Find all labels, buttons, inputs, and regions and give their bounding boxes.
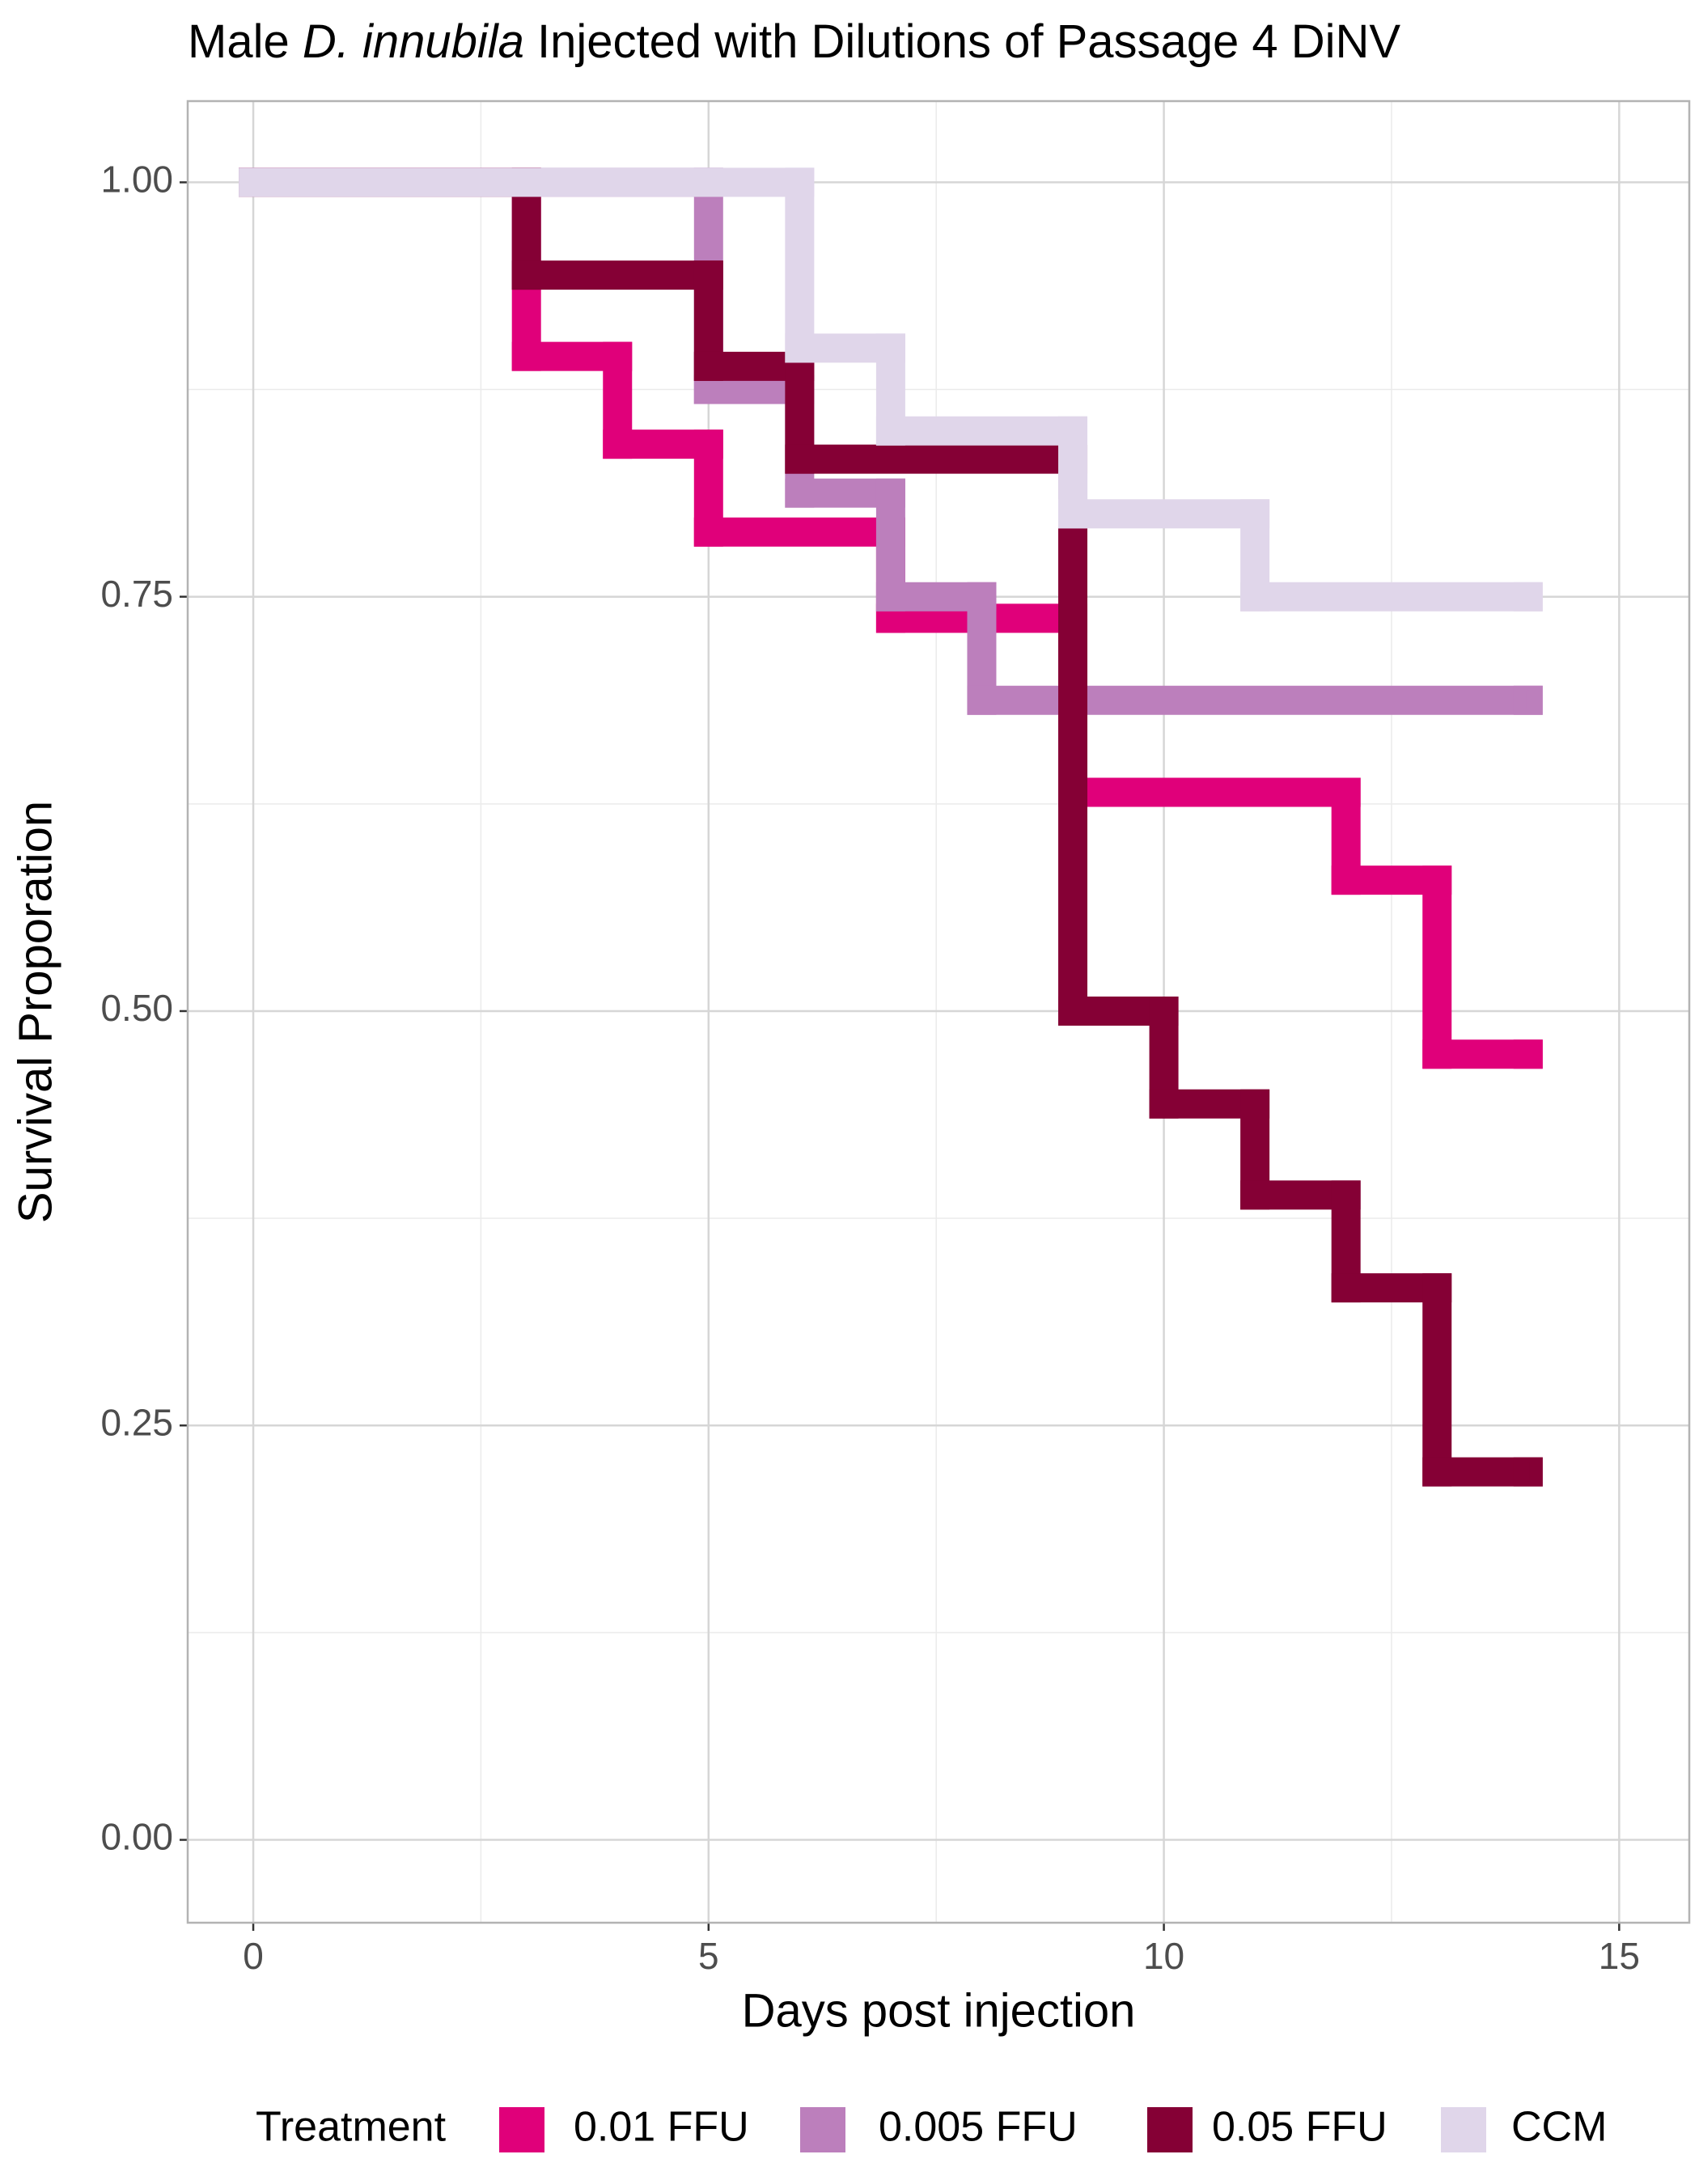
y-tick-label: 1.00 bbox=[100, 159, 173, 201]
legend-key bbox=[499, 2107, 544, 2152]
panel-border bbox=[186, 99, 1691, 1924]
legend-label: CCM bbox=[1511, 2104, 1607, 2151]
x-axis-title: Days post injection bbox=[742, 1984, 1136, 2037]
legend-label: 0.01 FFU bbox=[574, 2104, 749, 2151]
legend-label: 0.05 FFU bbox=[1212, 2104, 1388, 2151]
y-tick-label: 0.75 bbox=[100, 573, 173, 615]
legend-key bbox=[800, 2107, 845, 2152]
legend-key bbox=[1147, 2107, 1193, 2152]
y-tick-label: 0.25 bbox=[100, 1401, 173, 1443]
title-part: Injected with Dilutions of Passage 4 DiN… bbox=[537, 15, 1400, 68]
legend-label: 0.005 FFU bbox=[879, 2104, 1078, 2151]
title-part: D. innubila bbox=[303, 15, 524, 68]
legend-title: Treatment bbox=[256, 2104, 447, 2151]
x-tick-label: 10 bbox=[1143, 1935, 1184, 1977]
y-tick-label: 0.00 bbox=[100, 1816, 173, 1858]
chart-title: Male D. innubila Injected with Dilutions… bbox=[188, 15, 1400, 68]
legend-key bbox=[1441, 2107, 1486, 2152]
x-tick-label: 5 bbox=[698, 1935, 719, 1977]
y-axis-title: Survival Proporation bbox=[9, 801, 61, 1223]
title-part: Male bbox=[188, 15, 290, 68]
y-tick-label: 0.50 bbox=[100, 987, 173, 1029]
x-tick-label: 0 bbox=[243, 1935, 264, 1977]
x-tick-label: 15 bbox=[1599, 1935, 1640, 1977]
